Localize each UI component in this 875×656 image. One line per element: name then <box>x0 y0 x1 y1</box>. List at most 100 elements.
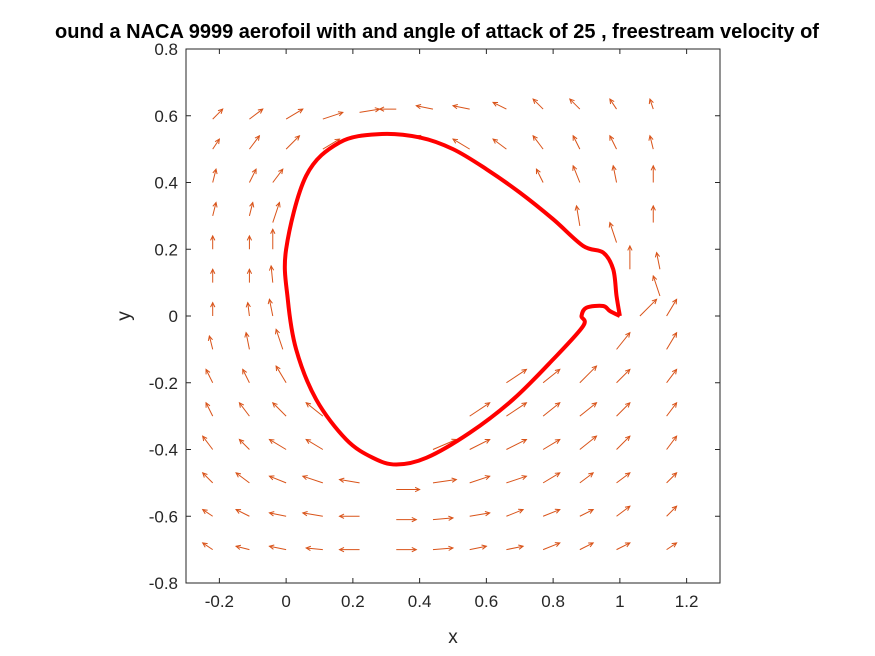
vector-head <box>268 438 275 444</box>
vector-shaft <box>616 472 631 484</box>
vector-head <box>650 204 656 211</box>
vector-head <box>588 472 595 478</box>
vector-shaft <box>212 138 220 150</box>
velocity-vector <box>244 331 250 350</box>
velocity-vector <box>492 101 507 110</box>
vector-head <box>671 368 678 375</box>
vector-head <box>448 515 455 521</box>
vector-shaft <box>579 402 597 417</box>
vector-shaft <box>248 202 254 216</box>
vector-shaft <box>305 402 324 417</box>
vector-head <box>671 542 678 548</box>
vector-head <box>521 475 528 481</box>
velocity-vector <box>338 513 360 519</box>
vector-shaft <box>656 252 661 270</box>
vector-head <box>671 435 678 442</box>
vector-shaft <box>202 472 214 484</box>
vector-head <box>568 98 575 104</box>
velocity-vector <box>616 472 631 484</box>
vector-head <box>212 168 218 175</box>
velocity-vector <box>415 104 434 110</box>
vector-head <box>654 251 661 258</box>
vector-head <box>268 475 275 481</box>
velocity-vector <box>506 508 525 517</box>
velocity-vector <box>666 472 678 484</box>
x-axis-label: x <box>448 627 458 648</box>
velocity-vector <box>568 98 581 110</box>
velocity-vector <box>616 435 631 450</box>
velocity-vector <box>542 402 561 417</box>
vector-head <box>554 542 561 547</box>
vector-head <box>574 204 580 211</box>
vector-shaft <box>235 509 250 517</box>
vector-shaft <box>469 512 490 517</box>
vector-head <box>518 544 525 550</box>
vector-head <box>672 331 678 338</box>
vector-head <box>554 402 561 408</box>
velocity-vector <box>506 368 528 384</box>
velocity-vector <box>268 511 287 517</box>
vector-shaft <box>239 439 250 450</box>
vector-head <box>591 435 598 441</box>
vector-head <box>235 509 242 514</box>
vector-shaft <box>666 402 678 417</box>
vector-shaft <box>506 545 524 551</box>
vector-shaft <box>269 439 287 450</box>
vector-shaft <box>275 365 287 384</box>
vector-shaft <box>202 542 213 551</box>
vector-shaft <box>269 475 287 484</box>
velocity-vector <box>579 472 595 484</box>
velocity-vector <box>305 545 323 551</box>
vector-shaft <box>302 512 323 517</box>
vector-head <box>624 472 631 478</box>
vector-head <box>267 298 273 305</box>
vector-head <box>484 475 491 481</box>
y-tick-label: -0.4 <box>149 441 178 460</box>
vector-shaft <box>506 368 527 384</box>
vector-head <box>275 365 281 372</box>
vector-head <box>337 111 344 117</box>
vector-shaft <box>272 168 284 183</box>
vector-head <box>414 486 421 493</box>
x-tick-label: 1 <box>615 592 624 611</box>
vector-head <box>244 331 250 338</box>
velocity-vector <box>492 138 507 150</box>
vector-head <box>554 438 561 444</box>
vector-shaft <box>666 369 678 384</box>
vector-shaft <box>212 108 224 120</box>
velocity-vector <box>396 546 418 553</box>
vector-head <box>648 97 654 105</box>
velocity-vector <box>270 228 276 250</box>
velocity-vector <box>235 509 250 517</box>
velocity-vector <box>451 104 470 110</box>
vector-head <box>305 545 312 551</box>
vector-shaft <box>238 402 250 417</box>
vector-shaft <box>245 332 250 350</box>
vector-shaft <box>432 479 457 484</box>
vector-shaft <box>616 505 631 517</box>
velocity-vector <box>238 401 250 417</box>
velocity-vector <box>268 438 287 450</box>
velocity-vector <box>267 298 274 317</box>
velocity-vector <box>469 544 488 551</box>
vector-shaft <box>616 369 631 384</box>
vector-shaft <box>532 98 544 110</box>
vector-head <box>234 544 242 550</box>
vector-head <box>271 401 278 408</box>
velocity-vector <box>579 402 598 417</box>
velocity-vector <box>542 438 561 450</box>
velocity-vector <box>246 268 253 283</box>
velocity-vectors <box>201 97 678 553</box>
velocity-vector <box>268 264 275 283</box>
vector-head <box>521 368 528 374</box>
vector-head <box>205 368 211 375</box>
vector-shaft <box>212 202 217 216</box>
vector-shaft <box>247 302 250 317</box>
vector-shaft <box>205 402 214 417</box>
vector-head <box>671 401 678 408</box>
velocity-vector <box>579 365 598 384</box>
velocity-vector <box>542 508 561 517</box>
y-tick-label: -0.2 <box>149 374 178 393</box>
vector-head <box>210 268 216 274</box>
